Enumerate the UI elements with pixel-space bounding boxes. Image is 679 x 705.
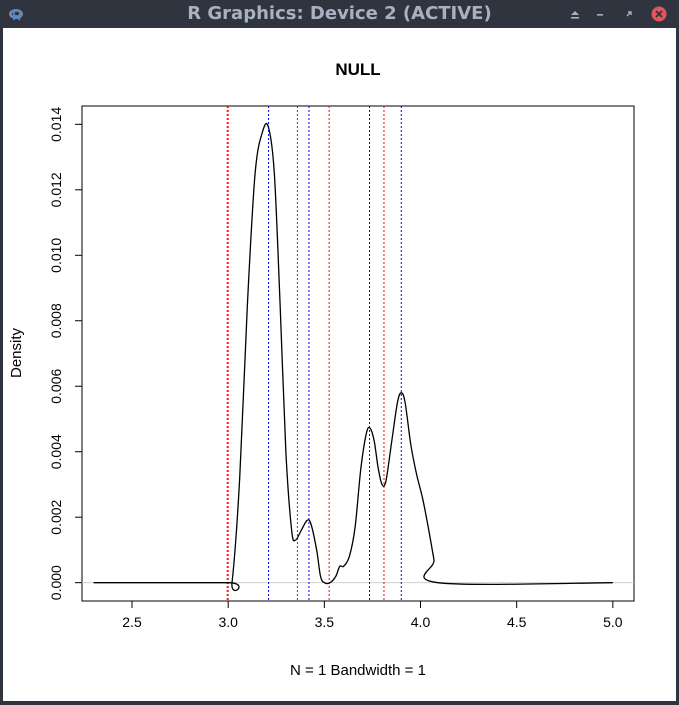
x-tick-label: 4.0 <box>411 614 431 630</box>
maximize-icon[interactable] <box>621 6 637 22</box>
y-tick-label: 0.012 <box>48 172 64 207</box>
x-tick-label: 3.5 <box>315 614 335 630</box>
minimize-icon[interactable] <box>592 6 608 22</box>
x-tick-label: 2.5 <box>122 614 142 630</box>
window-title: R Graphics: Device 2 (ACTIVE) <box>187 3 492 24</box>
y-tick-label: 0.004 <box>48 434 64 469</box>
x-tick-label: 5.0 <box>603 614 623 630</box>
y-axis-label: Density <box>8 327 25 378</box>
x-axis-label: N = 1 Bandwidth = 1 <box>290 662 426 679</box>
y-tick-label: 0.006 <box>48 369 64 404</box>
density-curve <box>93 122 613 592</box>
chart-title: NULL <box>335 60 380 79</box>
shade-icon[interactable] <box>567 6 583 22</box>
title-bar[interactable]: R Graphics: Device 2 (ACTIVE) <box>0 0 679 28</box>
y-tick-label: 0.008 <box>48 303 64 338</box>
y-tick-label: 0.000 <box>48 565 64 600</box>
x-tick-label: 4.5 <box>507 614 527 630</box>
y-axis: 0.000 0.002 0.004 0.006 0.008 0.010 0.012 0.014 <box>48 107 83 600</box>
density-plot: NULL N = 1 Bandwidth = 1 Density 2.5 3.0 3… <box>8 60 635 679</box>
reference-lines <box>226 106 402 601</box>
y-tick-label: 0.002 <box>48 499 64 534</box>
y-tick-label: 0.010 <box>48 238 64 273</box>
r-app-icon <box>9 9 23 21</box>
x-axis: 2.5 3.0 3.5 4.0 4.5 5.0 <box>122 600 623 630</box>
close-icon[interactable] <box>651 6 667 22</box>
density-series <box>93 122 613 592</box>
plot-box <box>81 105 635 602</box>
x-tick-label: 3.0 <box>218 614 238 630</box>
plot-canvas: NULL N = 1 Bandwidth = 1 Density 2.5 3.0 3… <box>3 28 676 701</box>
y-tick-label: 0.014 <box>48 107 64 142</box>
